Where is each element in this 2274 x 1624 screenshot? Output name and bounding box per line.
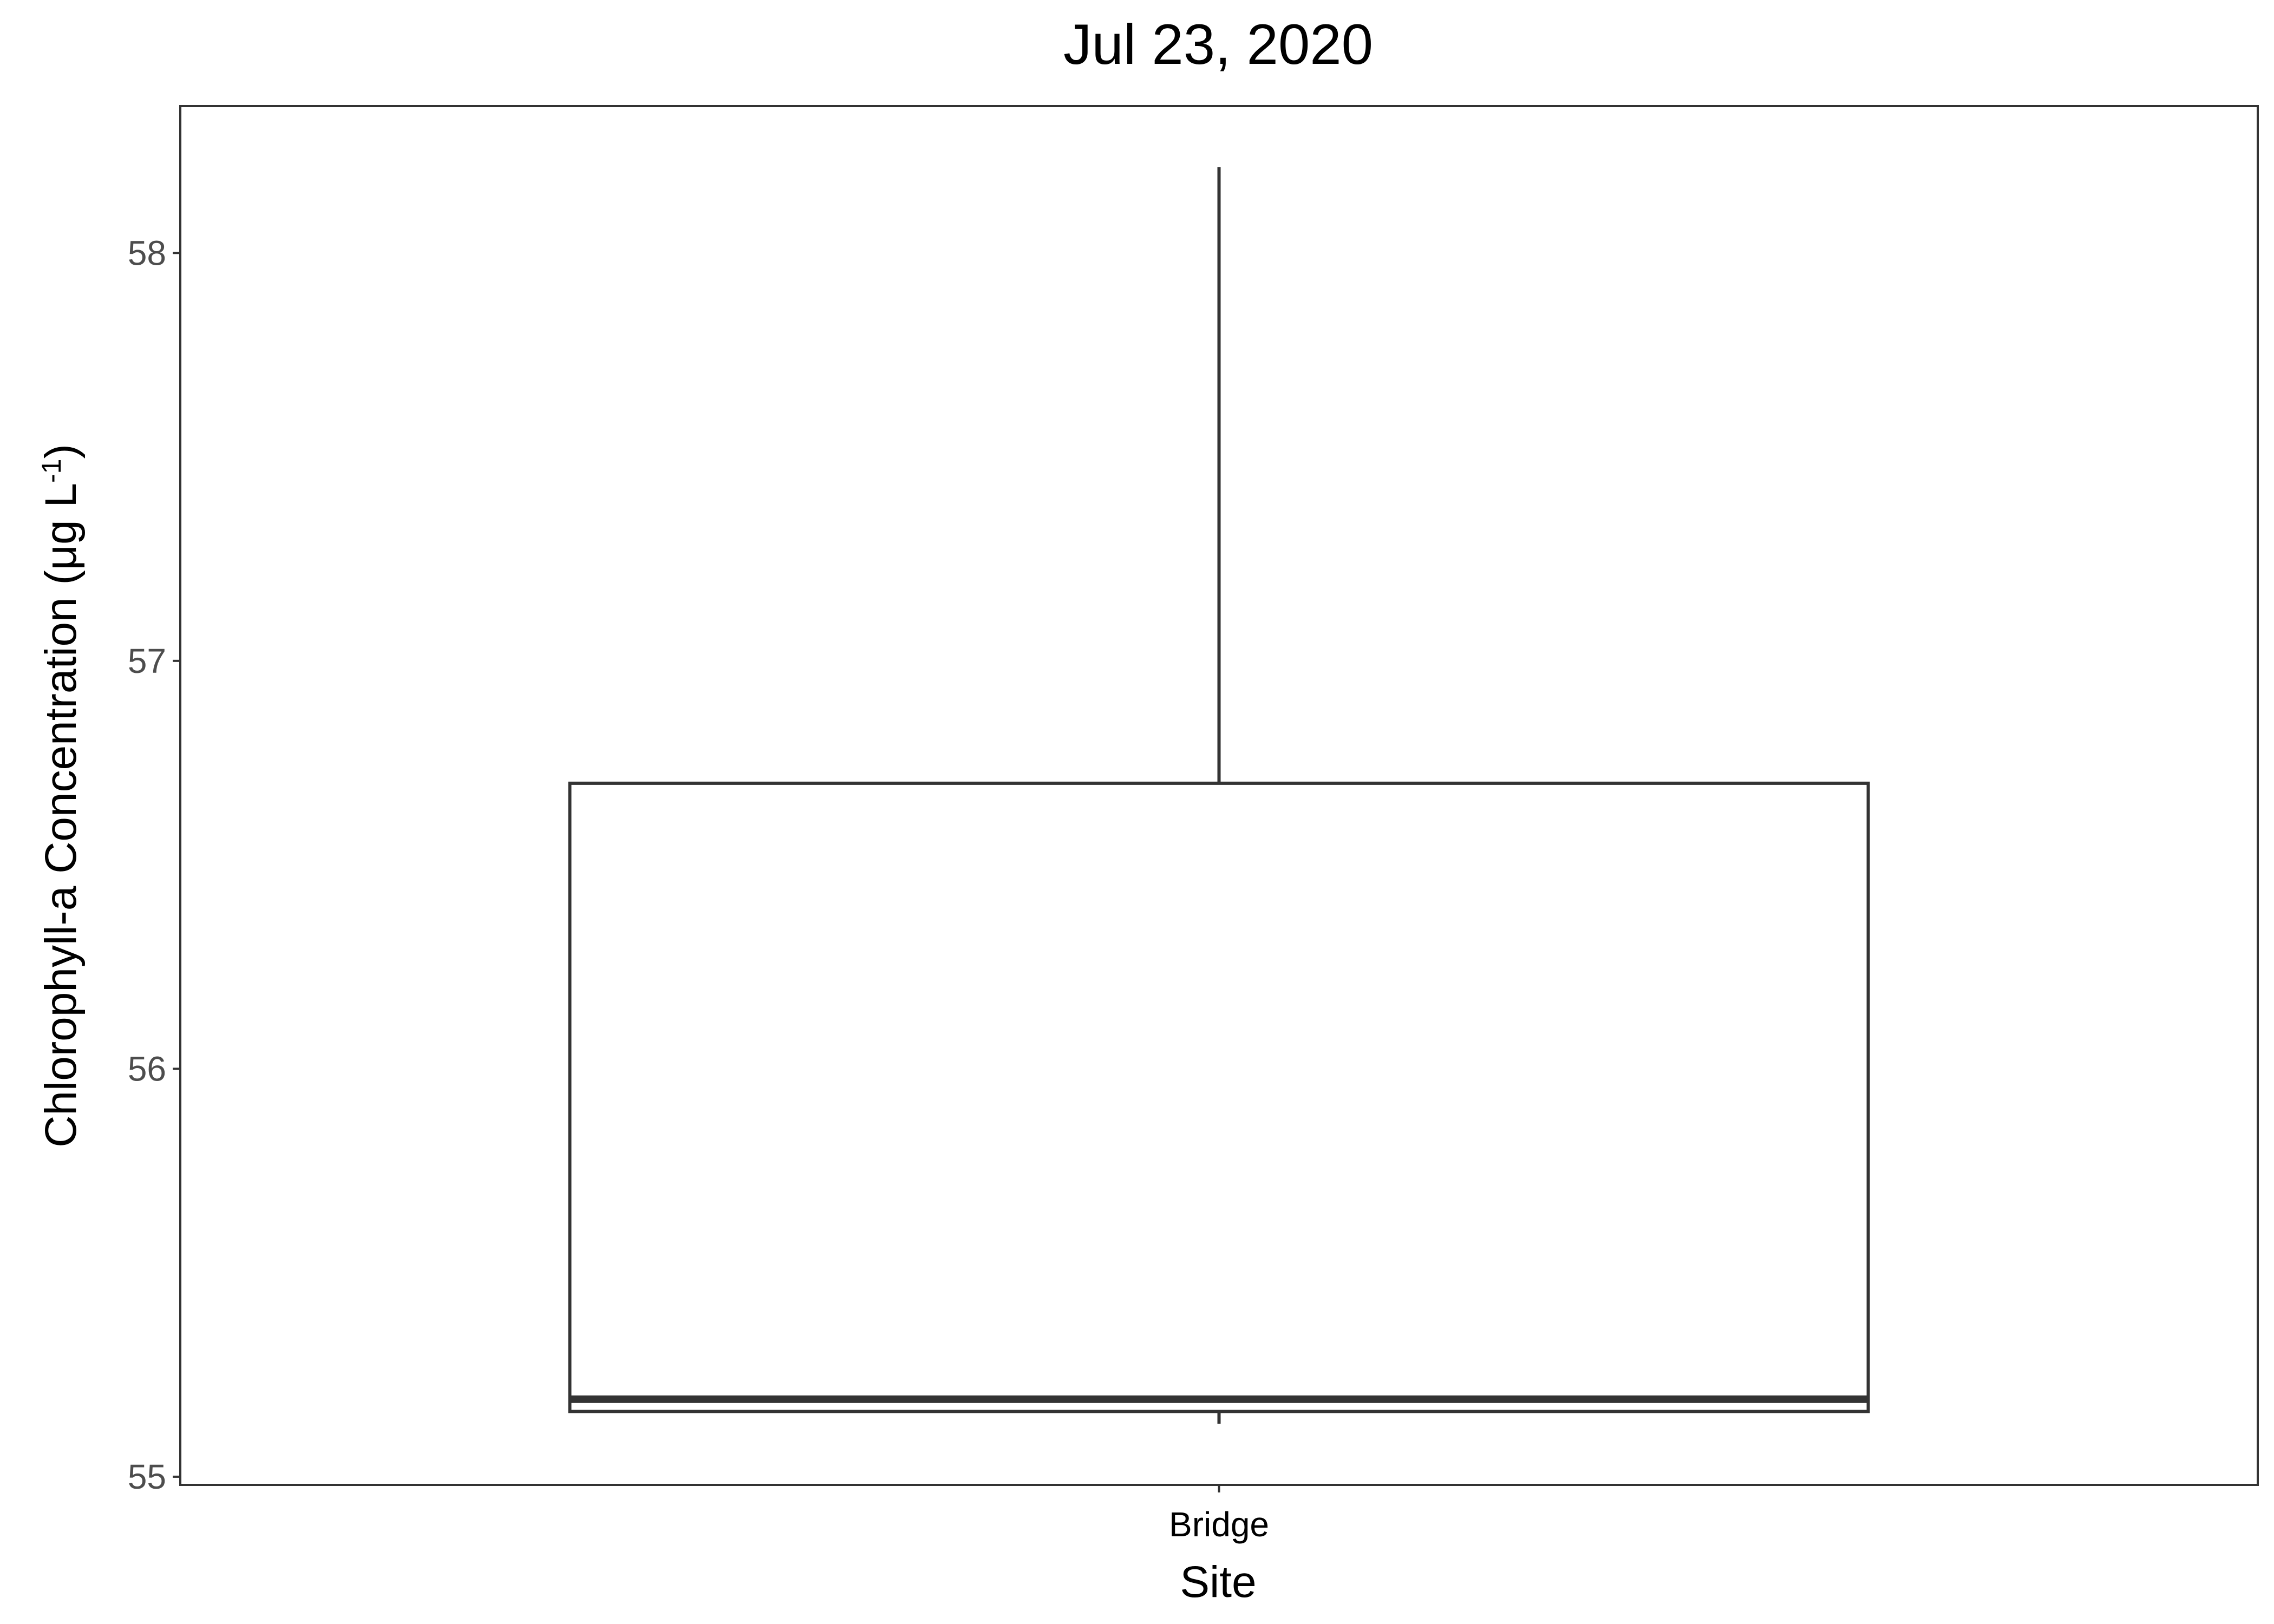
y-axis-title-superscript: -1 — [36, 459, 67, 483]
y-axis: 55 56 57 58 — [128, 233, 180, 1496]
x-axis-title: Site — [1180, 1557, 1256, 1607]
x-axis: Bridge — [1169, 1485, 1269, 1544]
y-axis-title: Chlorophyll-a Concentration (μg L-1) — [36, 444, 86, 1148]
box-series — [568, 167, 1870, 1424]
box-bridge — [568, 167, 1870, 1424]
y-tick-label: 57 — [128, 641, 166, 680]
y-axis-title-main: Chlorophyll-a Concentration (μg L — [36, 483, 86, 1148]
y-tick-label: 58 — [128, 233, 166, 272]
interquartile-box — [568, 781, 1870, 1413]
x-tick-label: Bridge — [1169, 1505, 1269, 1544]
y-axis-title-close: ) — [36, 444, 86, 459]
y-tick-label: 56 — [128, 1049, 166, 1088]
y-tick-label: 55 — [128, 1457, 166, 1496]
chart-title: Jul 23, 2020 — [1063, 13, 1373, 76]
